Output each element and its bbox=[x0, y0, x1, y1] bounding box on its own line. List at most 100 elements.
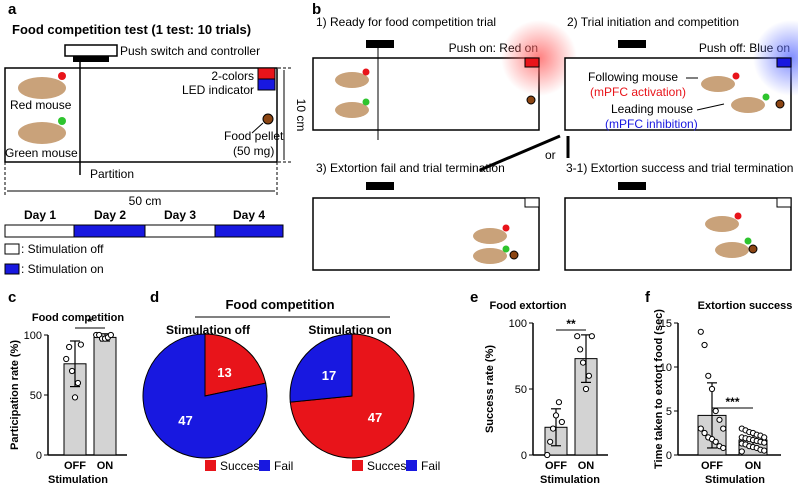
legend-swatch bbox=[205, 460, 216, 471]
pie-slice bbox=[289, 333, 353, 403]
data-point bbox=[574, 333, 581, 340]
label: Green mouse bbox=[5, 146, 78, 160]
led-head bbox=[362, 68, 370, 76]
pellet bbox=[509, 250, 519, 260]
y-tick-label: 50 bbox=[515, 384, 527, 396]
legend-swatch bbox=[4, 243, 20, 255]
data-point bbox=[712, 438, 719, 445]
mouse bbox=[18, 117, 66, 144]
panel-letter: e bbox=[470, 289, 478, 306]
data-point bbox=[577, 346, 584, 353]
legend-swatch bbox=[259, 460, 270, 471]
switch bbox=[366, 40, 394, 48]
mouse bbox=[715, 242, 749, 258]
legend-label: Fail bbox=[421, 459, 440, 473]
y-tick-label: 0 bbox=[521, 450, 527, 462]
data-point bbox=[761, 434, 768, 441]
y-tick-label: 5 bbox=[666, 406, 672, 418]
x-tick-label: OFF bbox=[701, 460, 723, 472]
x-tick-label: OFF bbox=[64, 460, 86, 472]
label: 2-colors bbox=[211, 69, 254, 83]
pellet bbox=[262, 113, 274, 125]
mouse bbox=[473, 248, 507, 264]
data-point bbox=[77, 341, 84, 348]
label: Red mouse bbox=[10, 98, 72, 112]
chart-title: Stimulation off bbox=[166, 323, 251, 337]
x-axis-label: Stimulation bbox=[540, 474, 600, 486]
y-tick-label: 100 bbox=[24, 330, 42, 342]
pellet bbox=[748, 244, 758, 254]
y-axis-label: Time taken to extort food (sec) bbox=[653, 309, 665, 469]
x-axis-label: Stimulation bbox=[705, 474, 765, 486]
data-point bbox=[697, 328, 704, 335]
panel-title: Food competition bbox=[225, 297, 334, 312]
switch bbox=[64, 44, 118, 57]
data-point bbox=[720, 425, 727, 432]
y-tick-label: 100 bbox=[509, 318, 527, 330]
bar bbox=[93, 336, 117, 456]
day-label: Day 3 bbox=[164, 208, 196, 222]
pellet bbox=[526, 95, 536, 105]
label: or bbox=[545, 148, 556, 162]
led-head bbox=[502, 245, 510, 253]
arrow bbox=[251, 122, 264, 134]
label: (50 mg) bbox=[233, 144, 274, 158]
data-point bbox=[63, 355, 70, 363]
legend-swatch bbox=[4, 263, 20, 275]
led bbox=[776, 197, 792, 208]
data-point bbox=[544, 451, 551, 459]
data-point bbox=[558, 418, 565, 426]
data-point bbox=[66, 343, 73, 351]
step-title: 2) Trial initiation and competition bbox=[567, 15, 739, 29]
step-title: 3-1) Extortion success and trial termina… bbox=[566, 161, 793, 175]
pellet bbox=[775, 99, 785, 109]
x-tick-label: ON bbox=[578, 460, 595, 472]
pie-slice bbox=[204, 333, 267, 397]
switch bbox=[618, 40, 646, 48]
panel-letter: b bbox=[312, 1, 321, 18]
x-tick-label: OFF bbox=[545, 460, 567, 472]
data-point bbox=[701, 429, 708, 437]
label: Push switch and controller bbox=[120, 44, 260, 58]
data-point bbox=[708, 385, 716, 393]
panel-letter: f bbox=[645, 289, 651, 306]
y-tick-label: 10 bbox=[660, 362, 672, 374]
value-label: 47 bbox=[368, 410, 382, 425]
day-label: Day 2 bbox=[94, 208, 126, 222]
significance: * bbox=[88, 315, 93, 329]
data-point bbox=[716, 416, 723, 423]
data-point bbox=[761, 439, 768, 446]
x-tick-label: ON bbox=[745, 460, 762, 472]
mouse bbox=[705, 216, 739, 232]
panel-letter: c bbox=[8, 289, 16, 306]
day-block bbox=[144, 224, 216, 238]
led bbox=[524, 197, 540, 208]
switch bbox=[618, 182, 646, 190]
led-head bbox=[734, 212, 742, 220]
value-label: 13 bbox=[217, 365, 231, 380]
data-point bbox=[585, 372, 593, 379]
x-tick-label: ON bbox=[97, 460, 114, 472]
arrow bbox=[696, 103, 725, 111]
data-point bbox=[582, 385, 590, 393]
label: (mPFC activation) bbox=[590, 85, 686, 99]
data-point bbox=[107, 331, 114, 339]
arrow bbox=[479, 134, 561, 172]
panel-letter: d bbox=[150, 289, 159, 306]
y-tick-label: 0 bbox=[36, 450, 42, 462]
chart-title: Food extortion bbox=[490, 300, 567, 312]
value-label: 47 bbox=[178, 413, 192, 428]
label: 10 cm bbox=[294, 99, 308, 132]
mouse bbox=[335, 102, 369, 118]
legend-label: Success bbox=[220, 459, 265, 473]
data-point bbox=[71, 394, 79, 401]
legend-label: : Stimulation off bbox=[21, 242, 104, 256]
legend-label: : Stimulation on bbox=[21, 262, 104, 276]
controller bbox=[73, 56, 109, 62]
chart-title: Food competition bbox=[32, 312, 125, 324]
legend-swatch bbox=[406, 460, 417, 471]
data-point bbox=[74, 379, 82, 387]
mouse bbox=[473, 228, 507, 244]
mouse bbox=[18, 72, 66, 99]
